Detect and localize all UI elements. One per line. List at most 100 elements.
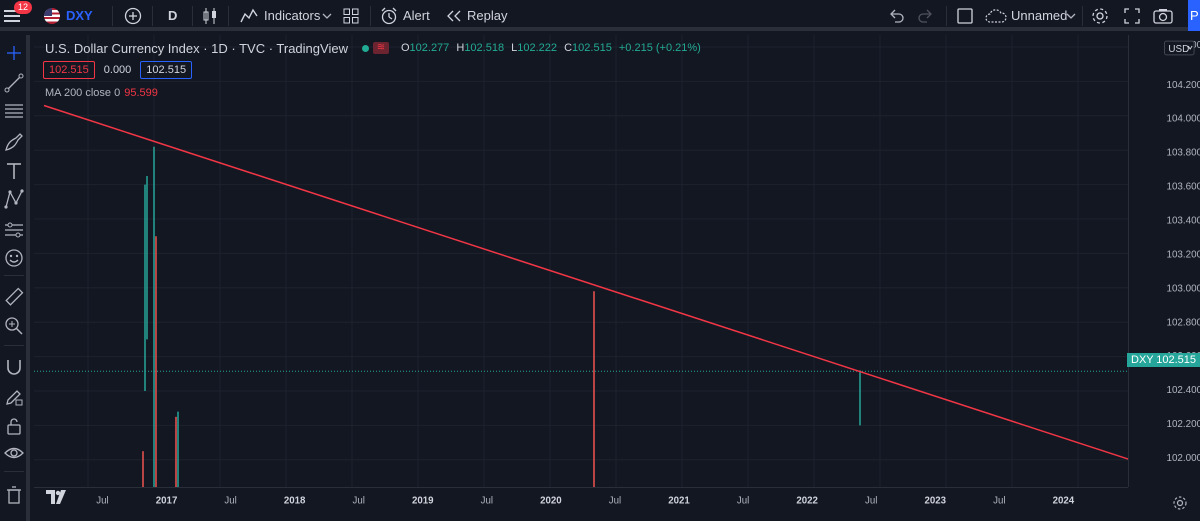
camera-icon xyxy=(1153,8,1173,24)
market-status-icon xyxy=(361,44,369,52)
trend-line-icon xyxy=(4,73,24,93)
time-tick-label: Jul xyxy=(353,496,365,507)
notification-badge: 12 xyxy=(14,1,32,14)
divider xyxy=(4,345,24,346)
drawing-mode-tool[interactable] xyxy=(2,385,26,409)
time-axis[interactable]: Jul 2017 Jul 2018 Jul 2019 Jul 2020 Jul 2021 Jul 20… xyxy=(34,487,1128,521)
pattern-tool[interactable] xyxy=(2,187,26,211)
prediction-tool[interactable] xyxy=(2,218,26,242)
price-tick-label: 102.200 xyxy=(1166,419,1200,430)
layout-name: Unnamed xyxy=(1011,8,1068,23)
publish-button[interactable]: P xyxy=(1188,0,1200,31)
fullscreen-button[interactable] xyxy=(1124,0,1140,31)
ma-label: MA 200 close 0 xyxy=(45,87,121,99)
horizontal-lines-icon xyxy=(5,104,23,118)
replay-label: Replay xyxy=(467,8,508,23)
divider xyxy=(152,6,153,26)
chart-pane[interactable] xyxy=(34,35,1128,487)
crosshair-tool[interactable] xyxy=(2,41,26,65)
divider xyxy=(4,471,24,472)
time-tick-label: Jul xyxy=(737,496,749,507)
snapshot-button[interactable] xyxy=(1153,0,1173,31)
templates-dropdown[interactable] xyxy=(322,0,332,31)
time-tick-label: Jul xyxy=(96,496,108,507)
time-tick-label: 2024 xyxy=(1053,496,1075,507)
top-toolbar: 12 DXY D Indicators Alert Replay xyxy=(0,0,1200,31)
trend-line[interactable] xyxy=(43,104,1128,482)
lock-drawings-tool[interactable] xyxy=(2,414,26,438)
indicators-button[interactable]: Indicators xyxy=(240,0,320,31)
square-icon xyxy=(957,7,973,24)
magnet-tool[interactable] xyxy=(2,355,26,379)
time-tick-label: Jul xyxy=(865,496,877,507)
indicators-icon xyxy=(240,8,258,22)
undo-button[interactable] xyxy=(888,0,904,31)
price-tick-label: 104.200 xyxy=(1166,80,1200,91)
pattern-icon xyxy=(4,189,24,209)
last-price-label: DXY 102.515 xyxy=(1127,353,1200,367)
lock-icon xyxy=(7,418,21,435)
price-tick-label: 102.400 xyxy=(1166,385,1200,396)
settings-button[interactable] xyxy=(1091,0,1109,31)
divider xyxy=(370,6,371,26)
trend-line-tool[interactable] xyxy=(2,71,26,95)
alert-button[interactable]: Alert xyxy=(380,0,430,31)
gear-icon xyxy=(1092,7,1108,24)
divider xyxy=(1082,6,1083,26)
drawing-layout-button[interactable] xyxy=(957,0,973,31)
remove-drawings-tool[interactable] xyxy=(2,483,26,507)
tradingview-logo xyxy=(46,490,66,504)
replay-button[interactable]: Replay xyxy=(446,0,507,31)
time-tick-label: 2023 xyxy=(924,496,946,507)
time-tick-label: Jul xyxy=(609,496,621,507)
time-tick-label: 2017 xyxy=(156,496,178,507)
currency-label: USD xyxy=(1168,44,1189,55)
time-tick-label: 2020 xyxy=(540,496,562,507)
time-tick-label: 2018 xyxy=(284,496,306,507)
magnet-icon xyxy=(7,360,21,375)
save-layout-button[interactable]: Unnamed xyxy=(985,0,1067,31)
candles-icon xyxy=(203,7,216,24)
grid-icon xyxy=(343,8,359,23)
brush-icon xyxy=(5,133,23,151)
undo-icon xyxy=(890,9,904,23)
measure-tool[interactable] xyxy=(2,285,26,309)
compare-button[interactable] xyxy=(124,0,142,31)
layout-button[interactable] xyxy=(343,0,359,31)
scroll-to-latest-button[interactable] xyxy=(1172,495,1188,511)
time-tick-label: 2019 xyxy=(412,496,434,507)
time-tick-label: 2022 xyxy=(796,496,818,507)
sliders-icon xyxy=(5,222,23,238)
symbol-search-button[interactable]: DXY xyxy=(44,0,93,31)
buy-price[interactable]: 102.515 xyxy=(140,61,193,79)
price-tick-label: 102.000 xyxy=(1166,453,1200,464)
menu-button[interactable] xyxy=(4,0,24,31)
gear-small-icon xyxy=(1173,496,1187,510)
fib-tool[interactable] xyxy=(2,99,26,123)
legend-title: U.S. Dollar Currency Index · 1D · TVC · … xyxy=(45,40,348,56)
text-tool[interactable] xyxy=(2,159,26,183)
plus-circle-icon xyxy=(124,7,142,24)
layout-dropdown[interactable] xyxy=(1066,0,1076,31)
hamburger-icon xyxy=(4,9,20,22)
price-tick-label: 103.600 xyxy=(1166,182,1200,193)
fullscreen-icon xyxy=(1124,7,1140,24)
drawing-toolbar xyxy=(0,35,30,521)
price-bars xyxy=(142,146,861,487)
us-flag-icon xyxy=(44,7,60,24)
chart-type-button[interactable] xyxy=(202,0,218,31)
symbol-label: DXY xyxy=(66,8,93,23)
interval-button[interactable]: D xyxy=(168,8,178,23)
redo-button[interactable] xyxy=(918,0,934,31)
icons-tool[interactable] xyxy=(2,246,26,270)
ma-indicator-legend[interactable]: MA 200 close 0 95.599 xyxy=(45,87,158,99)
zoom-in-icon xyxy=(5,317,23,335)
currency-selector[interactable] xyxy=(1164,40,1195,56)
sell-price[interactable]: 102.515 xyxy=(43,61,95,79)
price-tick-label: 103.800 xyxy=(1166,148,1200,159)
price-axis[interactable]: 104.400104.200104.000103.800103.600103.4… xyxy=(1128,35,1200,487)
hide-drawings-tool[interactable] xyxy=(2,441,26,465)
brush-tool[interactable] xyxy=(2,130,26,154)
zoom-tool[interactable] xyxy=(2,314,26,338)
divider xyxy=(946,6,947,26)
